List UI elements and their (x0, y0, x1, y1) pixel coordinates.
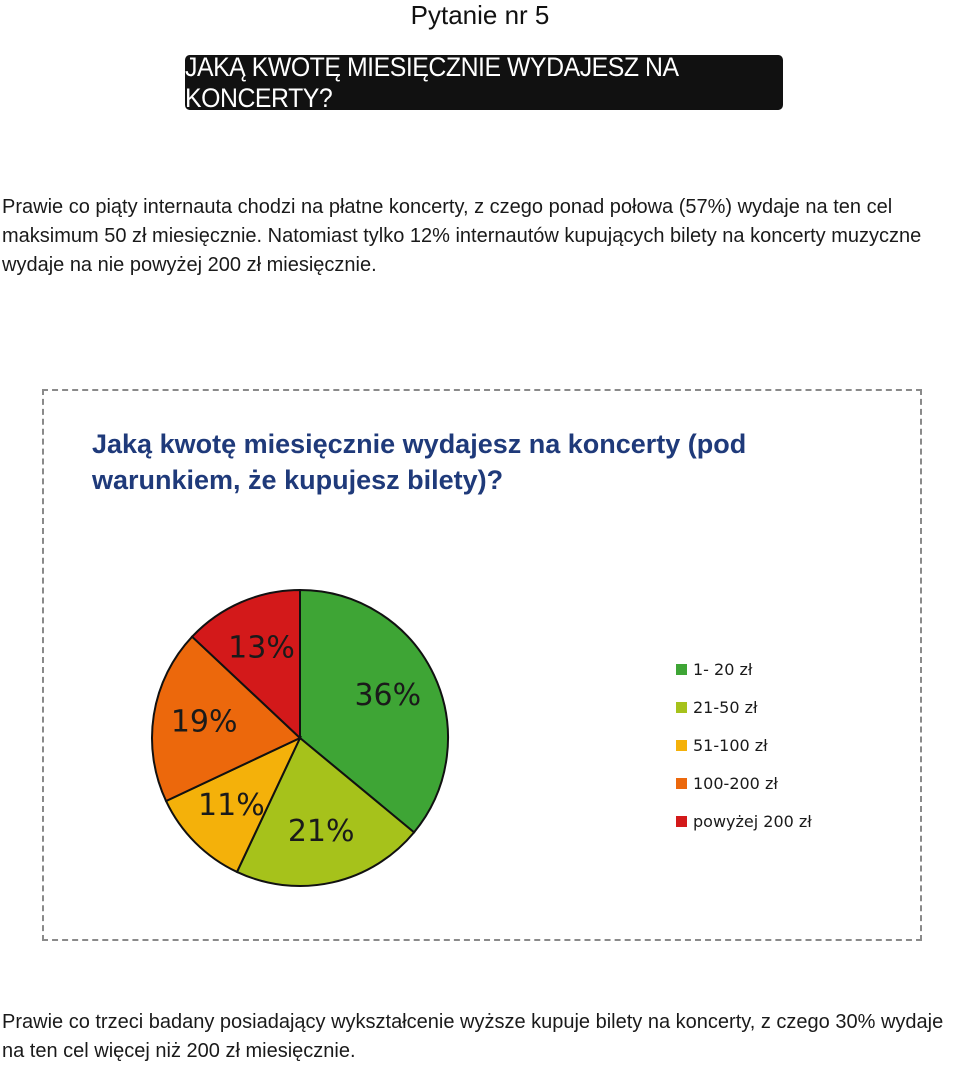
legend-swatch-3 (676, 777, 687, 789)
chart-title: Jaką kwotę miesięcznie wydajesz na konce… (92, 429, 747, 495)
legend-item-1: 21-50 zł (676, 688, 812, 726)
page-header: Pytanie nr 5 (410, 0, 550, 30)
chart-frame (42, 389, 922, 941)
legend-item-4: powyżej 200 zł (676, 802, 812, 840)
pie-slice-3 (151, 635, 302, 803)
pie-slice-label-1: 21% (288, 814, 355, 849)
pie-slice-0 (299, 588, 449, 834)
pie-slice-label-0: 36% (354, 678, 421, 713)
legend-label-1: 21-50 zł (693, 697, 758, 717)
legend-swatch-0 (676, 663, 687, 675)
pie-slice-4 (190, 588, 301, 741)
pie-slice-label-2: 11% (198, 788, 265, 823)
pie-slice-2 (164, 735, 303, 874)
legend-item-0: 1- 20 zł (676, 650, 812, 688)
question-banner: JAKĄ KWOTĘ MIESIĘCZNIE WYDAJESZ NA KONCE… (185, 52, 783, 113)
pie-slice-1 (235, 736, 416, 887)
outro-paragraph: Prawie co trzeci badany posiadający wyks… (2, 1011, 944, 1062)
legend-label-3: 100-200 zł (693, 773, 778, 793)
legend-item-2: 51-100 zł (676, 726, 812, 764)
intro-paragraph: Prawie co piąty internauta chodzi na pła… (2, 196, 922, 276)
legend-swatch-1 (676, 701, 687, 713)
pie-slice-label-4: 13% (228, 631, 295, 666)
legend-item-3: 100-200 zł (676, 764, 812, 802)
pie-chart: 36% 21% 11% 19% 13% (151, 588, 449, 887)
pie-slice-label-3: 19% (171, 704, 238, 739)
legend-swatch-4 (676, 815, 687, 827)
chart-legend: 1- 20 zł 21-50 zł 51-100 zł 100-200 zł powyż… (676, 650, 812, 840)
legend-swatch-2 (676, 739, 687, 751)
legend-label-4: powyżej 200 zł (693, 811, 812, 831)
legend-label-2: 51-100 zł (693, 735, 768, 755)
legend-label-0: 1- 20 zł (693, 659, 753, 679)
